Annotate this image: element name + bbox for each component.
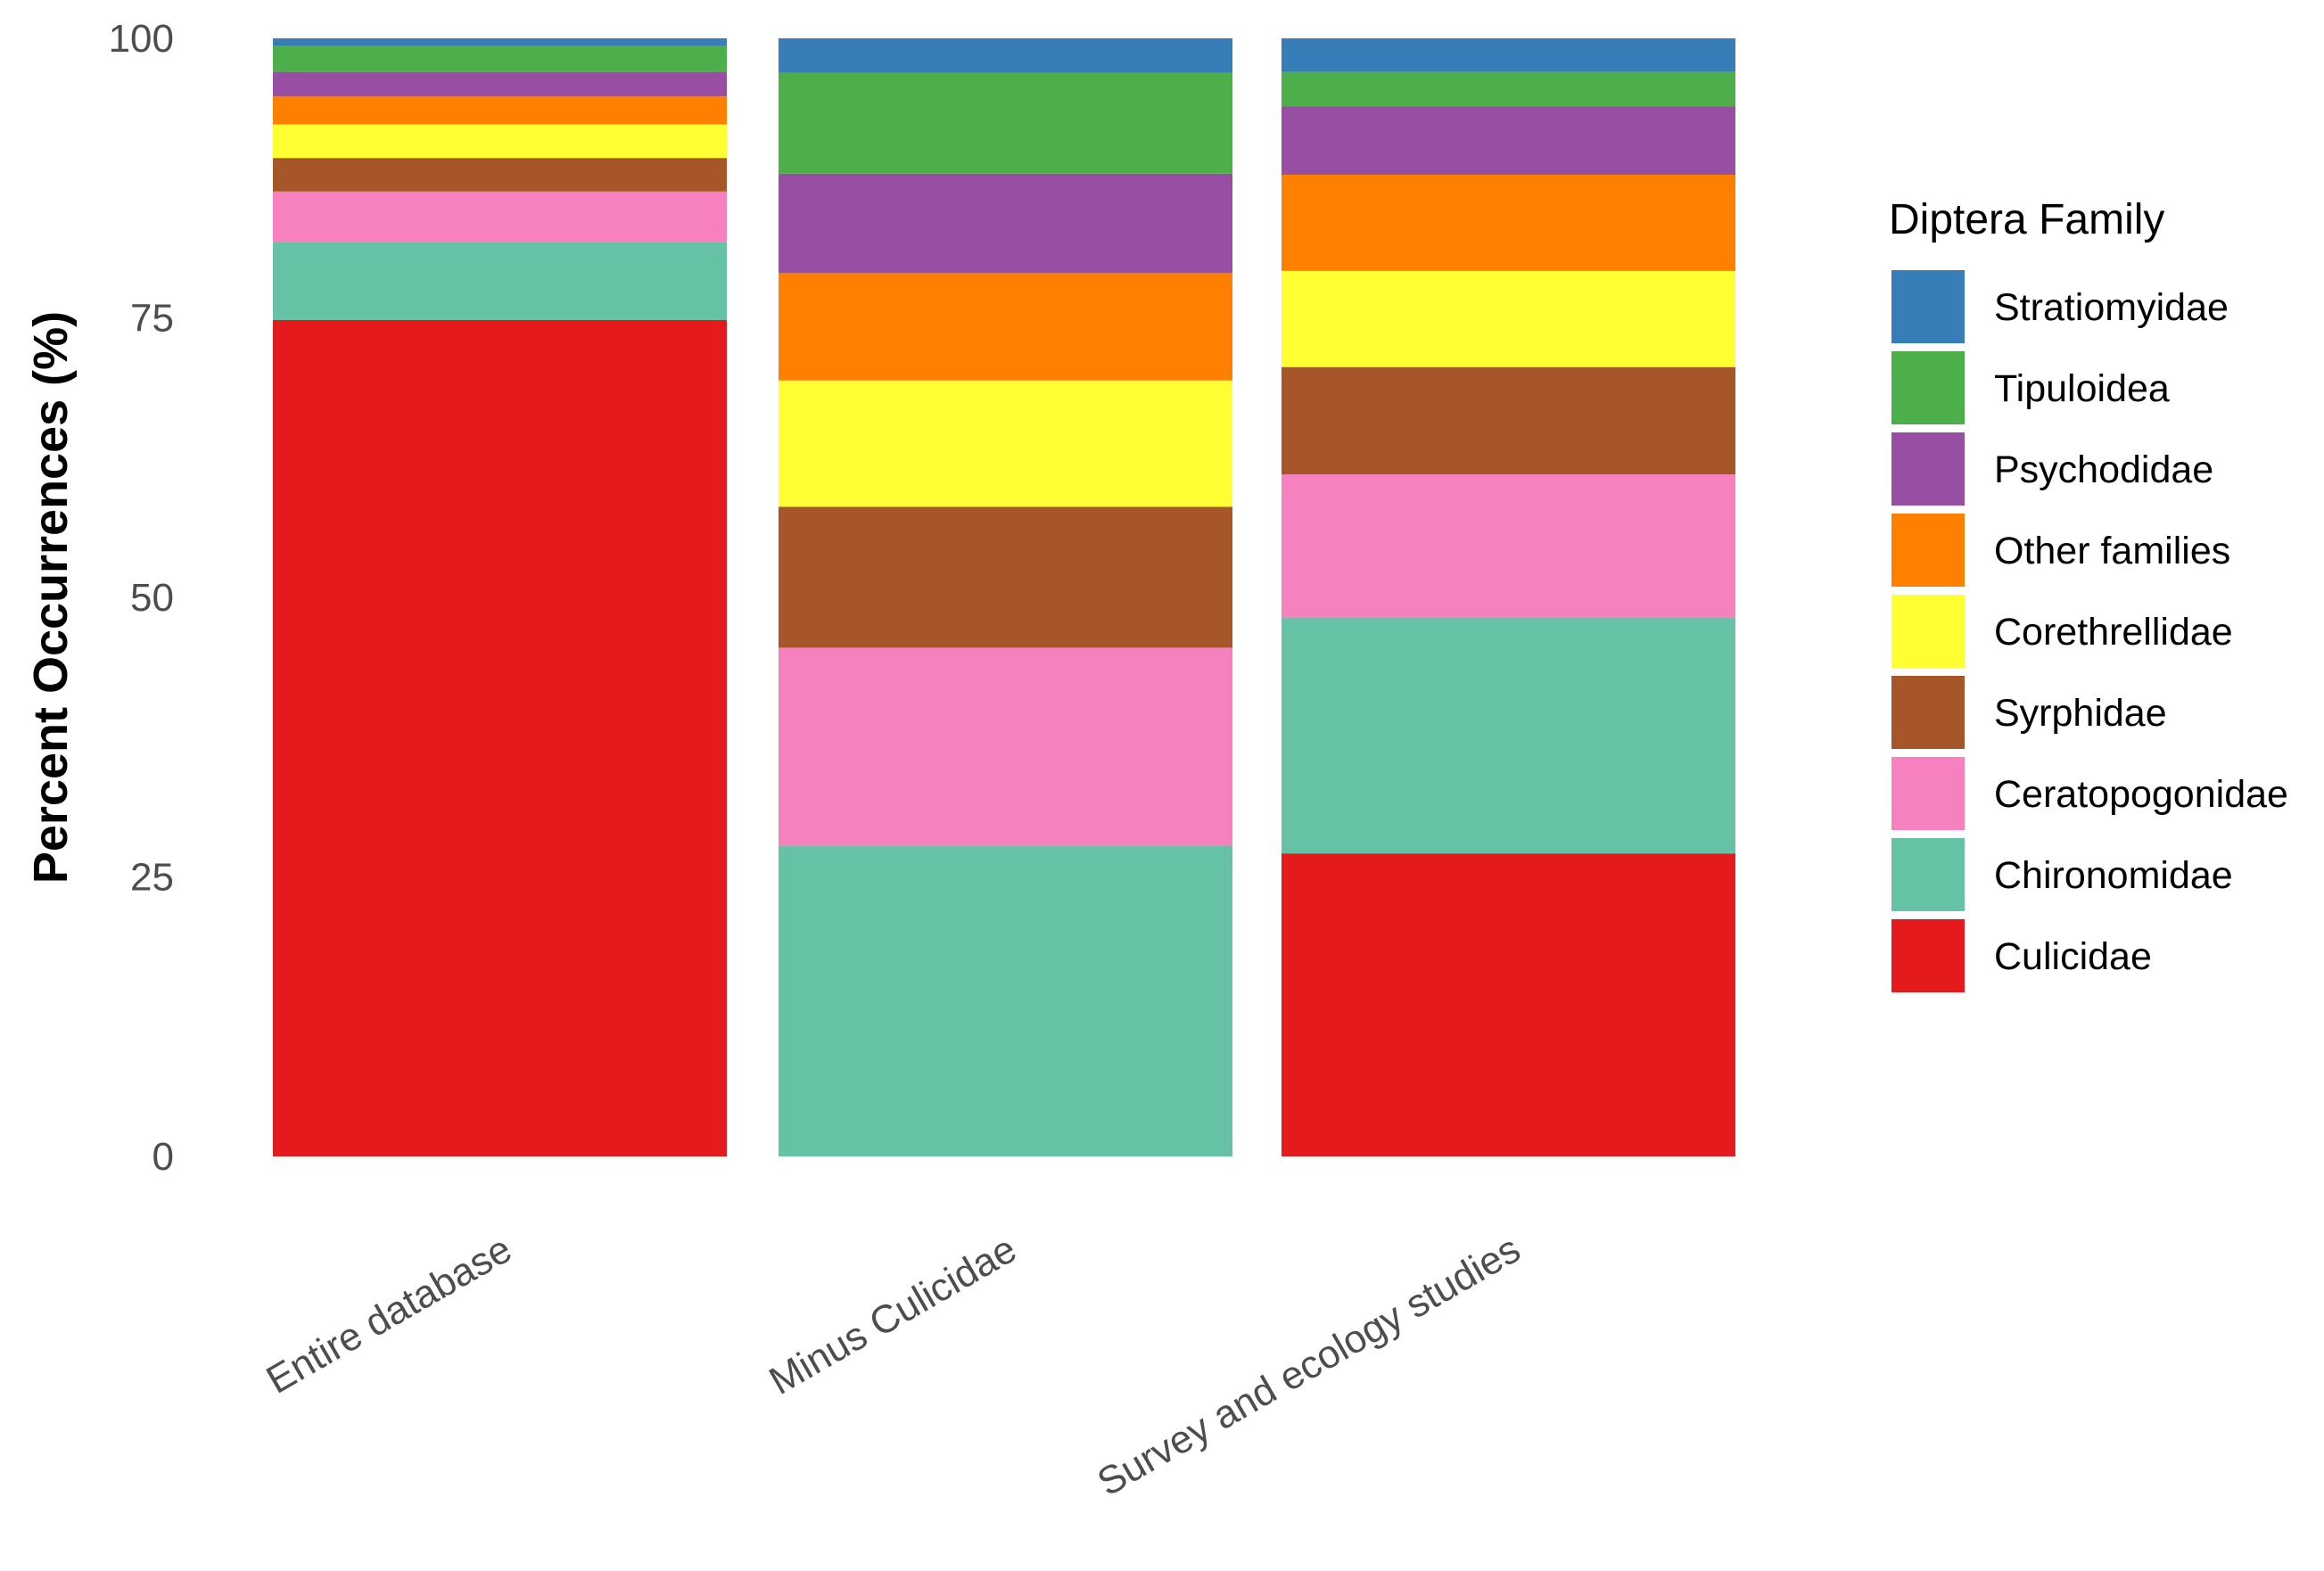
legend-title: Diptera Family [1889,196,2164,243]
bar-segment [1281,106,1735,175]
bar-segment [1281,174,1735,271]
y-tick-label: 100 [109,17,174,61]
legend-label: Chironomidae [1994,854,2233,897]
legend-key [1891,757,1965,830]
y-axis: 0 25 50 75 100 [109,17,174,1179]
bar-segment [779,506,1232,648]
y-tick-label: 25 [130,856,174,900]
x-tick-label: Entire database [260,1227,519,1402]
bar-segment [1281,617,1735,854]
legend-label: Ceratopogonidae [1994,773,2288,816]
bar-segment [273,38,727,46]
y-tick-label: 75 [130,297,174,341]
legend-label: Syrphidae [1994,692,2167,735]
bar-segment [1281,366,1735,475]
x-tick-label: Minus Culicidae [762,1227,1024,1403]
bar-segment [779,845,1232,1156]
bar-segment [273,71,727,97]
legend-label: Psychodidae [1994,448,2213,491]
bar-segment [273,242,727,321]
y-axis-title: Percent Occurrences (%) [24,311,78,884]
bar-segment [273,320,727,1156]
bar-segment [1281,474,1735,618]
x-axis: Entire database Minus Culicidae Survey and… [260,1227,1528,1504]
bar-segment [779,380,1232,507]
bar-segment [779,38,1232,73]
bar-segment [1281,38,1735,72]
bar-segment [273,124,727,159]
legend-key [1891,432,1965,506]
bar-segment [779,173,1232,274]
legend-label: Corethrellidae [1994,611,2233,654]
bar-segment [779,72,1232,174]
legend-key [1891,351,1965,424]
y-tick-label: 50 [130,576,174,620]
legend-key [1891,676,1965,749]
bar-segment [1281,71,1735,107]
legend-key [1891,838,1965,911]
bar-segment [273,191,727,243]
legend: Diptera Family Stratiomyidae Tipuloidea Ps… [1889,196,2288,992]
bars [273,38,1735,1156]
legend-label: Tipuloidea [1994,367,2170,410]
legend-key [1891,919,1965,992]
bar-segment [779,273,1232,381]
x-tick-label: Survey and ecology studies [1090,1227,1528,1504]
legend-key [1891,514,1965,587]
legend-label: Stratiomyidae [1994,286,2229,329]
legend-key [1891,270,1965,343]
bar-segment [779,647,1232,846]
legend-label: Culicidae [1994,935,2152,978]
legend-key [1891,595,1965,668]
bar-segment [273,45,727,72]
bar-segment [273,96,727,125]
bar-segment [1281,270,1735,367]
bar-segment [1281,853,1735,1156]
y-tick-label: 0 [152,1135,174,1179]
legend-label: Other families [1994,530,2230,572]
bar-segment [273,158,727,192]
